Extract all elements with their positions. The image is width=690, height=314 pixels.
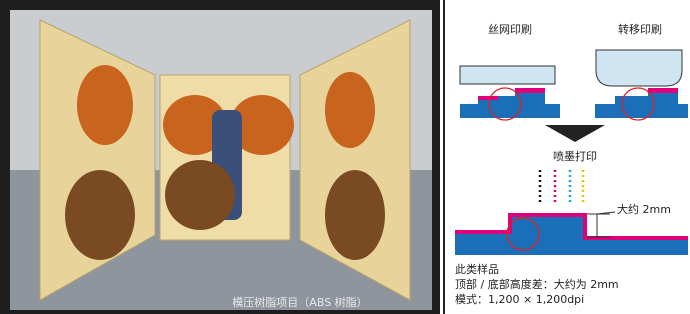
notes-height-difference: 顶部 / 底部高度差：大约为 2mm bbox=[455, 277, 619, 291]
process-diagram: 丝网印刷 转移印刷 喷墨打印 大约 2mm 此类样品 顶部 / 底部高度差：大约… bbox=[455, 22, 688, 306]
height-label: 大约 2mm bbox=[617, 202, 671, 216]
transfer-printing-label: 转移印刷 bbox=[618, 22, 662, 36]
page: 模压树脂项目（ABS 树脂） 丝网印刷 转移印刷 喷墨打印 大约 2mm 此类样… bbox=[0, 0, 690, 314]
photo-caption: 模压树脂项目（ABS 树脂） bbox=[232, 295, 367, 309]
inkjet-printing-label: 喷墨打印 bbox=[553, 149, 597, 163]
screen-printing-label: 丝网印刷 bbox=[488, 23, 532, 36]
notes-heading: 此类样品 bbox=[455, 262, 499, 276]
figure: 模压树脂项目（ABS 树脂） 丝网印刷 转移印刷 喷墨打印 大约 2mm 此类样… bbox=[0, 0, 690, 314]
photo: 模压树脂项目（ABS 树脂） bbox=[0, 0, 440, 314]
notes-resolution: 模式：1,200 × 1,200dpi bbox=[455, 293, 584, 306]
